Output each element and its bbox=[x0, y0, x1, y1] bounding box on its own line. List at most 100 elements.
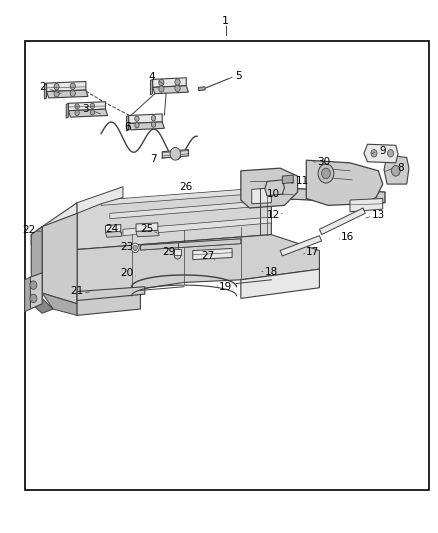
Polygon shape bbox=[31, 279, 42, 290]
Polygon shape bbox=[46, 82, 86, 92]
Text: 5: 5 bbox=[235, 71, 242, 81]
Circle shape bbox=[174, 251, 181, 259]
Polygon shape bbox=[42, 203, 77, 237]
Polygon shape bbox=[127, 116, 129, 131]
Polygon shape bbox=[162, 150, 188, 158]
Circle shape bbox=[318, 164, 334, 183]
Polygon shape bbox=[152, 78, 186, 87]
Circle shape bbox=[170, 148, 180, 160]
Circle shape bbox=[75, 104, 79, 109]
Polygon shape bbox=[136, 223, 158, 231]
Circle shape bbox=[392, 165, 400, 176]
Text: 8: 8 bbox=[397, 163, 403, 173]
Polygon shape bbox=[46, 90, 88, 98]
Polygon shape bbox=[129, 122, 164, 130]
Circle shape bbox=[321, 168, 330, 179]
Polygon shape bbox=[280, 236, 321, 256]
Polygon shape bbox=[30, 273, 42, 309]
Text: 20: 20 bbox=[121, 269, 134, 278]
Text: 1: 1 bbox=[222, 16, 229, 26]
Polygon shape bbox=[31, 227, 42, 304]
Text: 16: 16 bbox=[341, 232, 354, 242]
Circle shape bbox=[135, 123, 139, 128]
Circle shape bbox=[30, 294, 37, 303]
Polygon shape bbox=[31, 227, 42, 245]
Polygon shape bbox=[123, 217, 272, 236]
Polygon shape bbox=[319, 208, 365, 235]
Text: 21: 21 bbox=[71, 286, 84, 296]
Polygon shape bbox=[31, 298, 53, 313]
Polygon shape bbox=[129, 114, 162, 124]
Polygon shape bbox=[77, 188, 272, 249]
Polygon shape bbox=[77, 289, 141, 316]
Polygon shape bbox=[101, 188, 263, 205]
Text: 30: 30 bbox=[317, 157, 330, 167]
Polygon shape bbox=[252, 188, 272, 204]
Polygon shape bbox=[136, 230, 159, 237]
Text: 2: 2 bbox=[39, 82, 46, 92]
Circle shape bbox=[388, 150, 394, 157]
Circle shape bbox=[75, 110, 79, 116]
Polygon shape bbox=[77, 187, 123, 213]
Polygon shape bbox=[272, 188, 385, 203]
Polygon shape bbox=[77, 235, 319, 293]
Polygon shape bbox=[106, 224, 121, 232]
Text: 9: 9 bbox=[379, 146, 386, 156]
Text: 10: 10 bbox=[267, 189, 280, 199]
Polygon shape bbox=[150, 79, 152, 95]
Bar bbox=[174, 249, 180, 255]
Text: 7: 7 bbox=[150, 154, 157, 164]
Polygon shape bbox=[25, 277, 30, 312]
Polygon shape bbox=[44, 83, 46, 99]
Text: 3: 3 bbox=[82, 104, 89, 114]
Text: 26: 26 bbox=[180, 182, 193, 192]
Text: 29: 29 bbox=[162, 247, 175, 256]
Circle shape bbox=[70, 83, 75, 90]
Circle shape bbox=[70, 90, 75, 96]
Text: 18: 18 bbox=[265, 267, 278, 277]
Circle shape bbox=[159, 86, 164, 92]
Circle shape bbox=[135, 116, 139, 122]
Text: 13: 13 bbox=[372, 211, 385, 221]
Circle shape bbox=[175, 79, 180, 85]
Polygon shape bbox=[77, 287, 145, 301]
Text: 27: 27 bbox=[201, 251, 215, 261]
Circle shape bbox=[133, 245, 138, 251]
Text: 23: 23 bbox=[121, 243, 134, 252]
Circle shape bbox=[151, 116, 155, 121]
Text: 25: 25 bbox=[140, 224, 154, 235]
Polygon shape bbox=[241, 168, 297, 208]
Text: 22: 22 bbox=[22, 225, 36, 236]
Polygon shape bbox=[283, 175, 293, 183]
Polygon shape bbox=[152, 86, 188, 94]
Polygon shape bbox=[141, 239, 241, 250]
Polygon shape bbox=[306, 160, 383, 205]
Circle shape bbox=[54, 91, 59, 97]
Polygon shape bbox=[350, 198, 383, 212]
Polygon shape bbox=[198, 87, 205, 91]
Polygon shape bbox=[193, 248, 232, 260]
Polygon shape bbox=[384, 155, 409, 184]
Polygon shape bbox=[241, 269, 319, 298]
Circle shape bbox=[159, 79, 164, 86]
Polygon shape bbox=[66, 103, 68, 118]
Text: 17: 17 bbox=[306, 247, 319, 256]
Circle shape bbox=[30, 281, 37, 289]
Polygon shape bbox=[68, 109, 108, 117]
Text: 6: 6 bbox=[124, 122, 131, 132]
Polygon shape bbox=[364, 144, 398, 163]
Circle shape bbox=[371, 150, 377, 157]
Bar bbox=[25, 41, 428, 490]
Circle shape bbox=[90, 103, 95, 109]
Polygon shape bbox=[110, 200, 272, 219]
Circle shape bbox=[175, 85, 180, 92]
Text: 24: 24 bbox=[106, 224, 119, 235]
Polygon shape bbox=[272, 188, 385, 203]
Circle shape bbox=[151, 122, 155, 127]
Polygon shape bbox=[265, 180, 285, 196]
Text: 19: 19 bbox=[219, 282, 232, 292]
Polygon shape bbox=[42, 293, 77, 316]
Text: 11: 11 bbox=[295, 176, 309, 187]
Polygon shape bbox=[68, 102, 106, 111]
Text: 4: 4 bbox=[148, 72, 155, 82]
